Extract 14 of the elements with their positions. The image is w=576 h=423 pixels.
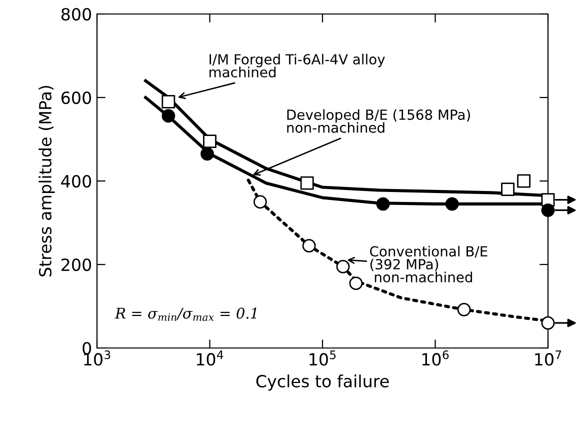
annotation: R = σ$_{min}$/σ$_{max}$ = 0.1 bbox=[114, 308, 256, 321]
annotation: Developed B/E (1568 MPa) non-machined bbox=[287, 109, 470, 133]
y-tick-label: 200 bbox=[62, 258, 92, 272]
x-tick-label: 10$^{4}$ bbox=[196, 350, 224, 366]
y-tick-label: 400 bbox=[61, 174, 92, 188]
annotation: I/M Forged Ti-6Al-4V alloy machined bbox=[210, 54, 385, 78]
annotation: Conventional B/E (392 MPa) non-machined bbox=[370, 246, 488, 282]
y-tick-label: 800 bbox=[61, 8, 92, 21]
y-tick-label: 600 bbox=[61, 91, 92, 104]
x-tick-label: 10$^{6}$ bbox=[422, 350, 449, 366]
x-axis-title: Cycles to failure bbox=[256, 374, 389, 391]
y-axis-title: Stress amplitude (MPa) bbox=[38, 86, 55, 276]
x-tick-label: 10$^{7}$ bbox=[535, 350, 562, 366]
x-tick-label: 10$^{5}$ bbox=[310, 350, 336, 366]
